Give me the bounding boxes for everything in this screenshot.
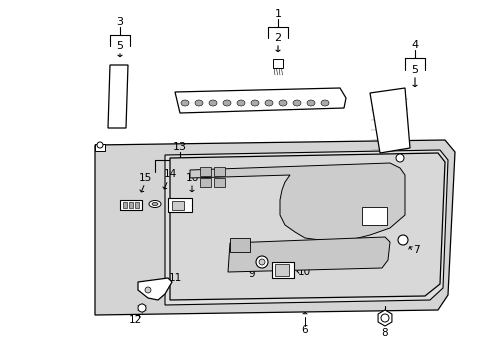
Circle shape (97, 142, 103, 148)
Text: 16: 16 (185, 173, 198, 183)
Polygon shape (377, 310, 391, 326)
Bar (361, 207, 386, 225)
Circle shape (380, 314, 388, 322)
Bar (168, 198, 192, 212)
Polygon shape (138, 278, 172, 300)
Circle shape (395, 154, 403, 162)
Bar (214, 167, 224, 176)
Ellipse shape (223, 100, 230, 106)
Polygon shape (164, 150, 447, 305)
Text: 9: 9 (248, 269, 255, 279)
Ellipse shape (250, 100, 259, 106)
Text: 1: 1 (274, 9, 281, 19)
Bar (135, 202, 139, 208)
Text: 5: 5 (411, 65, 418, 75)
Text: 15: 15 (138, 173, 151, 183)
Polygon shape (369, 88, 409, 153)
Ellipse shape (152, 202, 158, 206)
Text: 10: 10 (297, 267, 310, 277)
Polygon shape (108, 65, 128, 128)
Ellipse shape (181, 100, 189, 106)
Bar (120, 200, 142, 210)
Polygon shape (95, 140, 454, 315)
Circle shape (256, 256, 267, 268)
Bar (271, 262, 293, 278)
Bar (200, 178, 210, 187)
Ellipse shape (279, 100, 286, 106)
Polygon shape (175, 88, 346, 113)
Bar (274, 264, 288, 276)
Text: 13: 13 (173, 142, 186, 152)
Text: 12: 12 (128, 315, 142, 325)
Ellipse shape (292, 100, 301, 106)
Bar (172, 201, 183, 210)
Text: 2: 2 (274, 33, 281, 43)
Ellipse shape (149, 201, 161, 207)
Circle shape (138, 304, 146, 312)
Text: 7: 7 (412, 245, 418, 255)
Text: 6: 6 (301, 325, 307, 335)
Bar (200, 167, 210, 176)
Bar (95, 144, 105, 151)
Circle shape (259, 259, 264, 265)
Polygon shape (227, 237, 389, 272)
Bar (123, 202, 127, 208)
Bar (214, 178, 224, 187)
Polygon shape (190, 163, 404, 242)
Text: 8: 8 (381, 328, 387, 338)
Text: 4: 4 (410, 40, 418, 50)
Circle shape (397, 235, 407, 245)
Bar (229, 238, 249, 252)
Text: 11: 11 (168, 273, 181, 283)
Text: 5: 5 (116, 41, 123, 51)
Text: 14: 14 (163, 169, 176, 179)
Circle shape (145, 287, 151, 293)
Text: 3: 3 (116, 17, 123, 27)
Ellipse shape (208, 100, 217, 106)
Polygon shape (170, 153, 444, 300)
Bar (129, 202, 133, 208)
Ellipse shape (306, 100, 314, 106)
Ellipse shape (264, 100, 272, 106)
Ellipse shape (195, 100, 203, 106)
Ellipse shape (237, 100, 244, 106)
Ellipse shape (320, 100, 328, 106)
Bar (272, 59, 283, 68)
